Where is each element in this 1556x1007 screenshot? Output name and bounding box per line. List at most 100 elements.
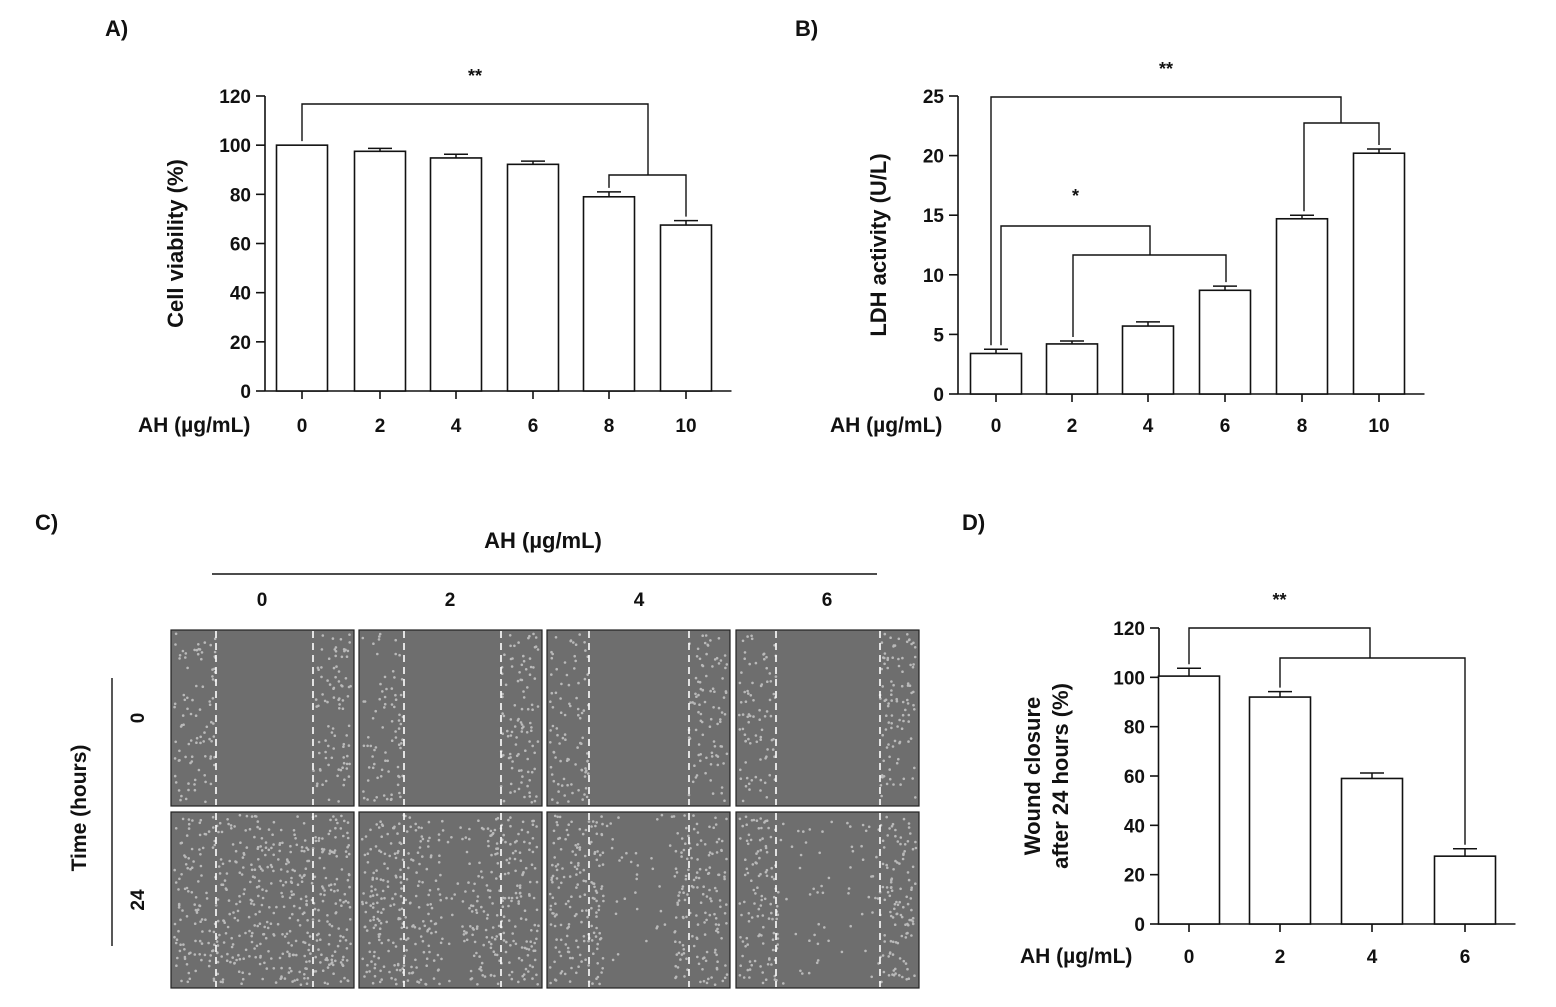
cell-dot — [903, 843, 907, 846]
cell-dot — [744, 700, 748, 703]
cell-dot — [327, 884, 331, 887]
cell-dot — [550, 878, 553, 882]
cell-dot — [371, 766, 375, 770]
cell-dot — [909, 663, 912, 667]
micrograph-col-label: 0 — [257, 590, 268, 611]
cell-dot — [690, 856, 693, 860]
cell-dot — [232, 911, 235, 914]
cell-dot — [911, 865, 915, 869]
cell-dot — [298, 906, 302, 910]
cell-dot — [211, 675, 214, 678]
cell-dot — [333, 734, 337, 737]
cell-dot — [575, 886, 578, 889]
cell-dot — [386, 832, 390, 836]
cell-dot — [400, 907, 404, 911]
cell-dot — [513, 644, 516, 648]
cell-dot — [242, 957, 245, 960]
cell-dot — [675, 871, 679, 874]
cell-dot — [597, 908, 601, 912]
cell-dot — [827, 876, 831, 880]
cell-dot — [382, 907, 385, 911]
cell-dot — [514, 849, 517, 853]
significance-bracket — [301, 103, 649, 175]
cell-dot — [508, 752, 512, 756]
cell-dot — [663, 923, 667, 926]
cell-dot — [501, 899, 504, 903]
cell-dot — [259, 845, 263, 848]
cell-dot — [199, 864, 203, 868]
cell-dot — [216, 919, 220, 923]
cell-dot — [317, 919, 321, 922]
cell-dot — [815, 961, 819, 965]
cell-dot — [551, 896, 555, 899]
cell-dot — [907, 822, 911, 825]
cell-dot — [493, 828, 497, 832]
cell-dot — [738, 974, 742, 977]
cell-dot — [372, 871, 376, 875]
cell-dot — [222, 941, 226, 944]
cell-dot — [250, 899, 254, 903]
cell-dot — [574, 853, 577, 857]
cell-dot — [773, 644, 776, 647]
micrograph-image — [170, 629, 355, 807]
cell-dot — [555, 667, 558, 671]
cell-dot — [514, 942, 518, 946]
cell-dot — [253, 835, 256, 839]
cell-dot — [437, 861, 441, 864]
cell-dot — [190, 891, 194, 894]
cell-dot — [645, 939, 648, 943]
cell-dot — [771, 917, 774, 921]
x-tick-label: 8 — [604, 416, 615, 437]
cell-dot — [748, 960, 752, 963]
cell-dot — [387, 938, 390, 942]
cell-dot — [368, 970, 371, 973]
cell-dot — [248, 929, 251, 933]
cell-dot — [485, 884, 489, 887]
cell-dot — [552, 829, 556, 833]
significance-label: ** — [1159, 59, 1173, 79]
cell-dot — [378, 697, 382, 701]
cell-dot — [798, 866, 802, 870]
cell-dot — [493, 974, 496, 978]
cell-dot — [590, 881, 593, 884]
cell-dot — [291, 868, 295, 872]
cell-dot — [575, 873, 578, 876]
cell-dot — [885, 782, 889, 786]
cell-dot — [889, 914, 893, 918]
cell-dot — [707, 853, 711, 857]
cell-dot — [891, 745, 895, 748]
cell-dot — [709, 717, 713, 721]
cell-dot — [523, 840, 526, 844]
cell-dot — [906, 871, 910, 874]
cell-dot — [556, 815, 559, 819]
cell-dot — [689, 701, 692, 704]
cell-dot — [311, 847, 315, 850]
cell-dot — [513, 725, 517, 728]
cell-dot — [533, 767, 536, 771]
cell-dot — [487, 844, 490, 848]
cell-dot — [900, 934, 904, 938]
cell-dot — [283, 977, 287, 980]
cell-dot — [568, 956, 572, 960]
cell-dot — [371, 717, 375, 720]
cell-dot — [518, 671, 521, 674]
cell-dot — [761, 942, 765, 945]
cell-dot — [905, 640, 909, 644]
cell-dot — [524, 967, 528, 971]
cell-dot — [723, 799, 726, 802]
cell-dot — [601, 957, 605, 960]
cell-dot — [890, 726, 893, 730]
cell-dot — [197, 647, 200, 651]
cell-dot — [427, 944, 431, 948]
cell-dot — [405, 948, 408, 952]
cell-dot — [683, 975, 686, 978]
cell-dot — [213, 755, 216, 759]
cell-dot — [553, 924, 557, 928]
cell-dot — [548, 966, 552, 969]
cell-dot — [410, 858, 413, 861]
cell-dot — [365, 929, 369, 932]
cell-dot — [517, 787, 521, 791]
cell-dot — [226, 952, 229, 956]
cell-dot — [317, 932, 320, 936]
bar — [582, 195, 636, 392]
